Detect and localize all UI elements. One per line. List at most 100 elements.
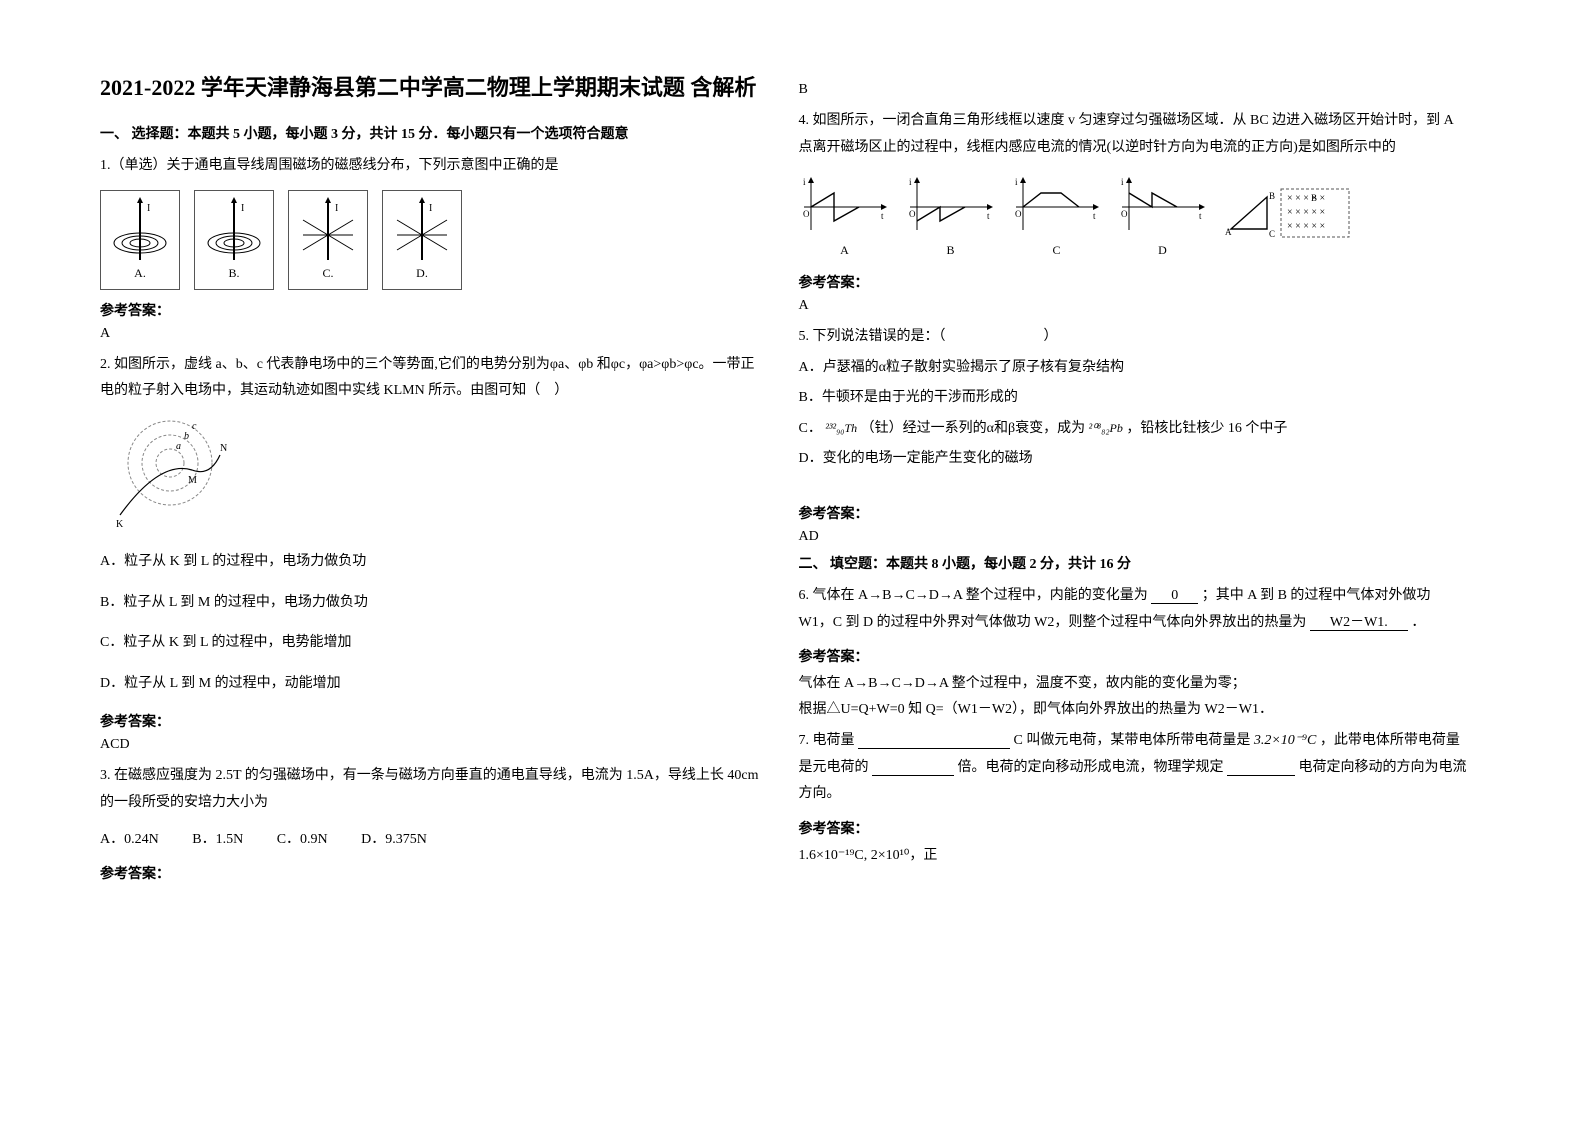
- q4-graph-c: i t O C: [1011, 175, 1103, 262]
- question-2: 2. 如图所示，虚线 a、b、c 代表静电场中的三个等势面,它们的电势分别为φa…: [100, 352, 769, 698]
- q7-text-2: C 叫做元电荷，某带电体所带电荷量是: [1014, 733, 1251, 748]
- svg-text:a: a: [176, 441, 181, 452]
- svg-text:O: O: [1015, 209, 1022, 219]
- q1-fig-b-label: B.: [228, 262, 239, 285]
- q5-option-b: B．牛顿环是由于光的干涉而形成的: [799, 385, 1468, 412]
- question-6: 6. 气体在 A→B→C→D→A 整个过程中，内能的变化量为 0 ；其中 A 到…: [799, 583, 1468, 636]
- q4-graph-a: i t O A: [799, 175, 891, 262]
- section2-heading: 二、 填空题：本题共 8 小题，每小题 2 分，共计 16 分: [799, 553, 1468, 573]
- svg-text:A: A: [1225, 227, 1232, 237]
- q6-blank1: 0: [1151, 588, 1198, 604]
- svg-text:O: O: [803, 209, 810, 219]
- svg-text:I: I: [429, 203, 432, 214]
- q4-answer: A: [799, 298, 1468, 314]
- q1-answer: A: [100, 326, 769, 342]
- q5-text: 5. 下列说法错误的是：（ ）: [799, 324, 1468, 351]
- q3-option-c: C．0.9N: [277, 827, 328, 854]
- svg-text:t: t: [987, 211, 990, 221]
- q4-answer-label: 参考答案：: [799, 272, 1468, 292]
- q4-graph-a-label: A: [840, 239, 849, 262]
- circles-arrow-icon: I: [109, 195, 171, 260]
- q6-expl-1: 气体在 A→B→C→D→A 整个过程中，温度不变，故内能的变化量为零；: [799, 672, 1468, 692]
- question-4: 4. 如图所示，一闭合直角三角形线框以速度 v 匀速穿过匀强磁场区域．从 BC …: [799, 108, 1468, 262]
- q2-answer: ACD: [100, 737, 769, 753]
- graph-icon: i t O: [905, 175, 997, 237]
- q7-blank1: [858, 733, 1010, 749]
- svg-text:i: i: [1015, 177, 1018, 187]
- svg-text:× × × × ×: × × × × ×: [1287, 207, 1325, 218]
- left-column: 2021-2022 学年天津静海县第二中学高二物理上学期期末试题 含解析 一、 …: [100, 70, 799, 1092]
- graph-icon: i t O: [799, 175, 891, 237]
- lines-arrow-icon: I: [297, 195, 359, 260]
- q3-options-row: A．0.24N B．1.5N C．0.9N D．9.375N: [100, 827, 769, 854]
- svg-text:K: K: [116, 519, 124, 530]
- q4-text: 4. 如图所示，一闭合直角三角形线框以速度 v 匀速穿过匀强磁场区域．从 BC …: [799, 108, 1468, 161]
- q3-text: 3. 在磁感应强度为 2.5T 的匀强磁场中，有一条与磁场方向垂直的通电直导线，…: [100, 763, 769, 816]
- q2-option-a: A．粒子从 K 到 L 的过程中，电场力做负功: [100, 549, 769, 576]
- q4-figure-row: i t O A i t O B: [799, 175, 1468, 262]
- svg-text:I: I: [147, 203, 150, 214]
- q3-option-a: A．0.24N: [100, 827, 159, 854]
- lines-arrow-icon: I: [391, 195, 453, 260]
- q7-formula: 3.2×10⁻⁹C: [1254, 728, 1317, 755]
- q6-answer-label: 参考答案：: [799, 646, 1468, 666]
- q3-answer: B: [799, 82, 1468, 98]
- svg-text:i: i: [909, 177, 912, 187]
- equipotential-icon: K M N c b a: [100, 415, 230, 535]
- page-title: 2021-2022 学年天津静海县第二中学高二物理上学期期末试题 含解析: [100, 70, 769, 105]
- q2-option-c: C．粒子从 K 到 L 的过程中，电势能增加: [100, 630, 769, 657]
- q2-option-d: D．粒子从 L 到 M 的过程中，动能增加: [100, 671, 769, 698]
- q5-option-a: A．卢瑟福的α粒子散射实验揭示了原子核有复杂结构: [799, 355, 1468, 382]
- q6-expl-2: 根据△U=Q+W=0 知 Q=（W1－W2），即气体向外界放出的热量为 W2－W…: [799, 698, 1468, 718]
- q5c-formula1: ²³²₉₀Th: [825, 417, 857, 440]
- q7-text-4: 倍。电荷的定向移动形成电流，物理学规定: [958, 760, 1224, 775]
- svg-text:B: B: [1269, 191, 1275, 201]
- q1-fig-c: I C.: [288, 190, 368, 290]
- svg-text:N: N: [220, 443, 227, 454]
- q1-text: 1.（单选）关于通电直导线周围磁场的磁感线分布，下列示意图中正确的是: [100, 153, 769, 180]
- q5-option-c: C． ²³²₉₀Th （钍）经过一系列的α和β衰变，成为 ²⁰⁸₈₂Pb ，铅核…: [799, 416, 1468, 443]
- q3-option-d: D．9.375N: [361, 827, 427, 854]
- q3-answer-label: 参考答案：: [100, 863, 769, 883]
- question-7: 7. 电荷量 C 叫做元电荷，某带电体所带电荷量是 3.2×10⁻⁹C ，此带电…: [799, 728, 1468, 808]
- q7-text-1: 7. 电荷量: [799, 733, 855, 748]
- svg-text:c: c: [192, 421, 197, 432]
- q2-text: 2. 如图所示，虚线 a、b、c 代表静电场中的三个等势面,它们的电势分别为φa…: [100, 352, 769, 405]
- q4-graph-c-label: C: [1052, 239, 1060, 262]
- question-5: 5. 下列说法错误的是：（ ） A．卢瑟福的α粒子散射实验揭示了原子核有复杂结构…: [799, 324, 1468, 473]
- q4-graph-d: i t O D: [1117, 175, 1209, 262]
- q7-blank2: [872, 760, 954, 776]
- q1-fig-b: I B.: [194, 190, 274, 290]
- section1-heading: 一、 选择题：本题共 5 小题，每小题 3 分，共计 15 分．每小题只有一个选…: [100, 123, 769, 143]
- svg-text:C: C: [1269, 229, 1275, 239]
- svg-text:t: t: [881, 211, 884, 221]
- q1-fig-a-label: A.: [134, 262, 146, 285]
- q5-answer: AD: [799, 529, 1468, 545]
- circles-arrow-icon: I: [203, 195, 265, 260]
- svg-text:× × × × ×: × × × × ×: [1287, 221, 1325, 232]
- q1-fig-c-label: C.: [322, 262, 333, 285]
- graph-icon: i t O: [1117, 175, 1209, 237]
- q7-answer: 1.6×10⁻¹⁹C, 2×10¹⁰，正: [799, 844, 1468, 864]
- svg-text:t: t: [1199, 211, 1202, 221]
- q1-figure-row: I A. I B.: [100, 190, 769, 290]
- q2-option-b: B．粒子从 L 到 M 的过程中，电场力做负功: [100, 590, 769, 617]
- q1-fig-d: I D.: [382, 190, 462, 290]
- svg-text:B: B: [1311, 193, 1317, 203]
- q5-answer-label: 参考答案：: [799, 503, 1468, 523]
- q6-blank2: W2－W1.: [1310, 615, 1408, 631]
- q1-fig-a: I A.: [100, 190, 180, 290]
- svg-text:b: b: [184, 431, 189, 442]
- question-1: 1.（单选）关于通电直导线周围磁场的磁感线分布，下列示意图中正确的是 I A.: [100, 153, 769, 290]
- q5-option-d: D．变化的电场一定能产生变化的磁场: [799, 446, 1468, 473]
- q4-graph-d-label: D: [1158, 239, 1167, 262]
- q4-triangle-fig: × × × × × × × × × × × × × × × A B C B: [1223, 181, 1353, 262]
- q7-blank3: [1227, 760, 1295, 776]
- question-3: 3. 在磁感应强度为 2.5T 的匀强磁场中，有一条与磁场方向垂直的通电直导线，…: [100, 763, 769, 853]
- svg-text:i: i: [803, 177, 806, 187]
- q2-answer-label: 参考答案：: [100, 711, 769, 731]
- graph-icon: i t O: [1011, 175, 1103, 237]
- q3-option-b: B．1.5N: [192, 827, 243, 854]
- q6-text-3: ．: [1411, 615, 1425, 630]
- svg-text:O: O: [1121, 209, 1128, 219]
